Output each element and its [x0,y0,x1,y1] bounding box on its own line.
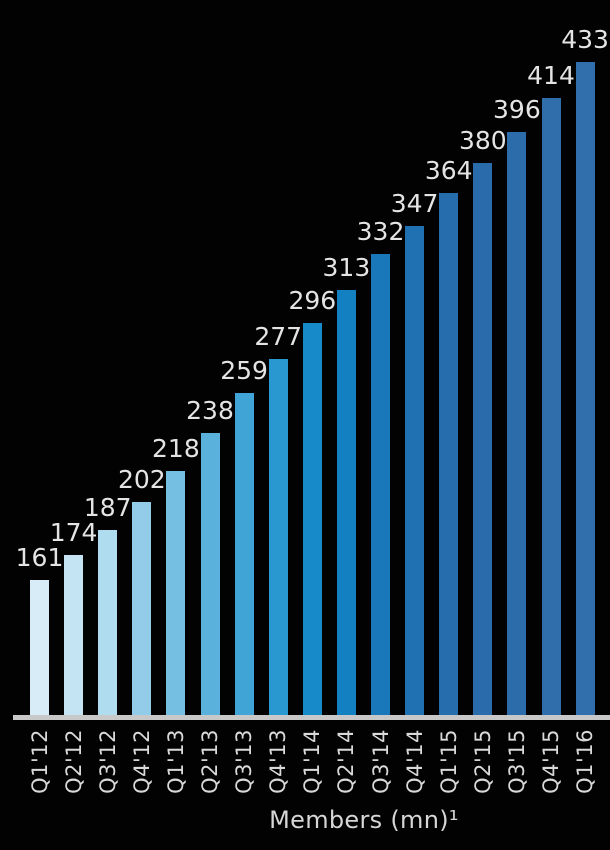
x-tick-label: Q1'13 [163,729,188,794]
x-tick-label: Q2'12 [61,729,86,794]
x-tick-label: Q4'15 [539,729,563,794]
bar-value-label: 277 [254,322,303,351]
bar-value-label: 202 [117,465,166,494]
bar-Q2'15 [473,163,493,720]
bar-Q1'12 [30,580,49,720]
x-tick-label: Q1'15 [436,729,461,794]
bar-Q3'14 [371,254,390,720]
bar-value-label: 313 [322,253,371,282]
bar-Q3'15 [507,132,527,720]
bar-value-label: 433 [561,25,609,54]
bar-Q4'12 [132,502,152,720]
bar-value-label: 364 [424,156,473,185]
bar-Q4'14 [405,226,425,720]
x-tick-label: Q4'13 [266,729,291,794]
bar-value-label: 332 [356,217,405,246]
bar-Q1'13 [166,471,186,720]
bar-Q2'12 [64,555,84,720]
bar-Q4'13 [268,359,288,720]
x-tick-label: Q4'14 [402,729,427,794]
bar-Q1'16 [575,62,595,720]
bar-value-label: 259 [220,356,268,385]
bar-value-label: 414 [527,61,575,90]
x-axis-line [13,715,610,720]
bar-value-label: 174 [49,518,98,547]
x-axis-title: Members (mn)¹ [269,806,459,834]
bar-Q4'15 [541,98,561,720]
bar-value-label: 161 [15,543,64,572]
x-tick-label: Q2'15 [470,729,495,794]
x-tick-label: Q4'12 [129,729,154,794]
bar-value-label: 380 [458,126,507,155]
x-tick-label: Q3'12 [95,729,120,794]
x-tick-label: Q2'14 [334,729,359,794]
bar-value-label: 347 [390,189,439,218]
bar-value-label: 296 [288,286,337,315]
bar-Q2'14 [336,290,356,720]
x-tick-label: Q1'16 [573,729,598,794]
bar-value-label: 396 [493,95,541,124]
x-tick-label: Q1'14 [300,729,325,794]
bar-value-label: 187 [83,493,132,522]
x-tick-label: Q2'13 [198,729,222,794]
bar-Q3'13 [234,393,254,720]
bar-Q2'13 [200,433,220,720]
bar-value-label: 218 [152,434,200,463]
bar-Q3'12 [98,530,118,720]
bar-Q1'14 [302,323,322,720]
x-tick-label: Q3'14 [368,729,393,794]
x-tick-label: Q3'13 [232,729,257,794]
bar-value-label: 238 [186,396,234,425]
x-tick-label: Q1'12 [27,729,52,794]
x-tick-label: Q3'15 [504,729,529,794]
bar-Q1'15 [439,193,459,720]
